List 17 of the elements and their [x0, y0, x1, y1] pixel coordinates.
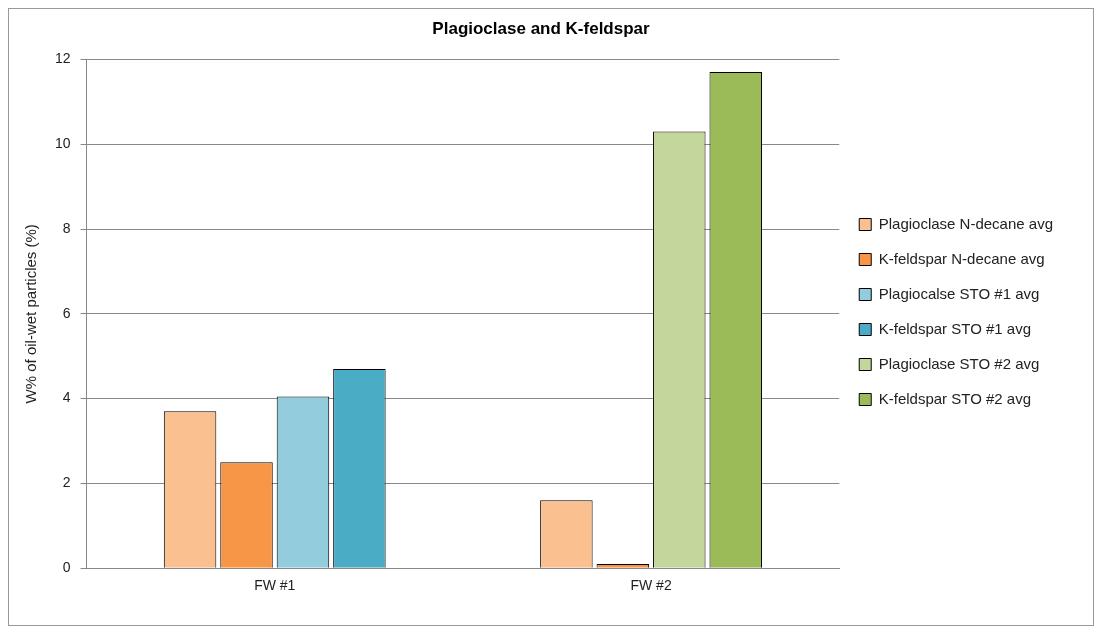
y-tick-label: 12 — [54, 50, 71, 67]
y-tick-label: 0 — [62, 559, 71, 576]
y-tick-label: 2 — [62, 474, 71, 491]
x-tick-label: FW #2 — [630, 577, 672, 594]
legend-label: K-feldspar STO #1 avg — [878, 319, 1032, 337]
y-tick-label: 6 — [62, 304, 71, 321]
legend-label: Plagioclase N-decane avg — [878, 214, 1054, 232]
y-tick-label: 4 — [62, 389, 71, 406]
legend-label: Plagioclase STO #2 avg — [878, 354, 1040, 372]
legend-label: Plagiocalse STO #1 avg — [878, 284, 1040, 302]
y-tick-label: 10 — [54, 135, 71, 152]
y-tick-label: 8 — [62, 219, 71, 236]
legend-label: K-feldspar N-decane avg — [878, 249, 1045, 267]
x-tick-label: FW #1 — [254, 577, 296, 594]
legend-label: K-feldspar STO #2 avg — [878, 389, 1032, 407]
y-axis-title: W% of oil-wet particles (%) — [22, 224, 40, 404]
chart-title: Plagioclase and K-feldspar — [432, 18, 651, 38]
